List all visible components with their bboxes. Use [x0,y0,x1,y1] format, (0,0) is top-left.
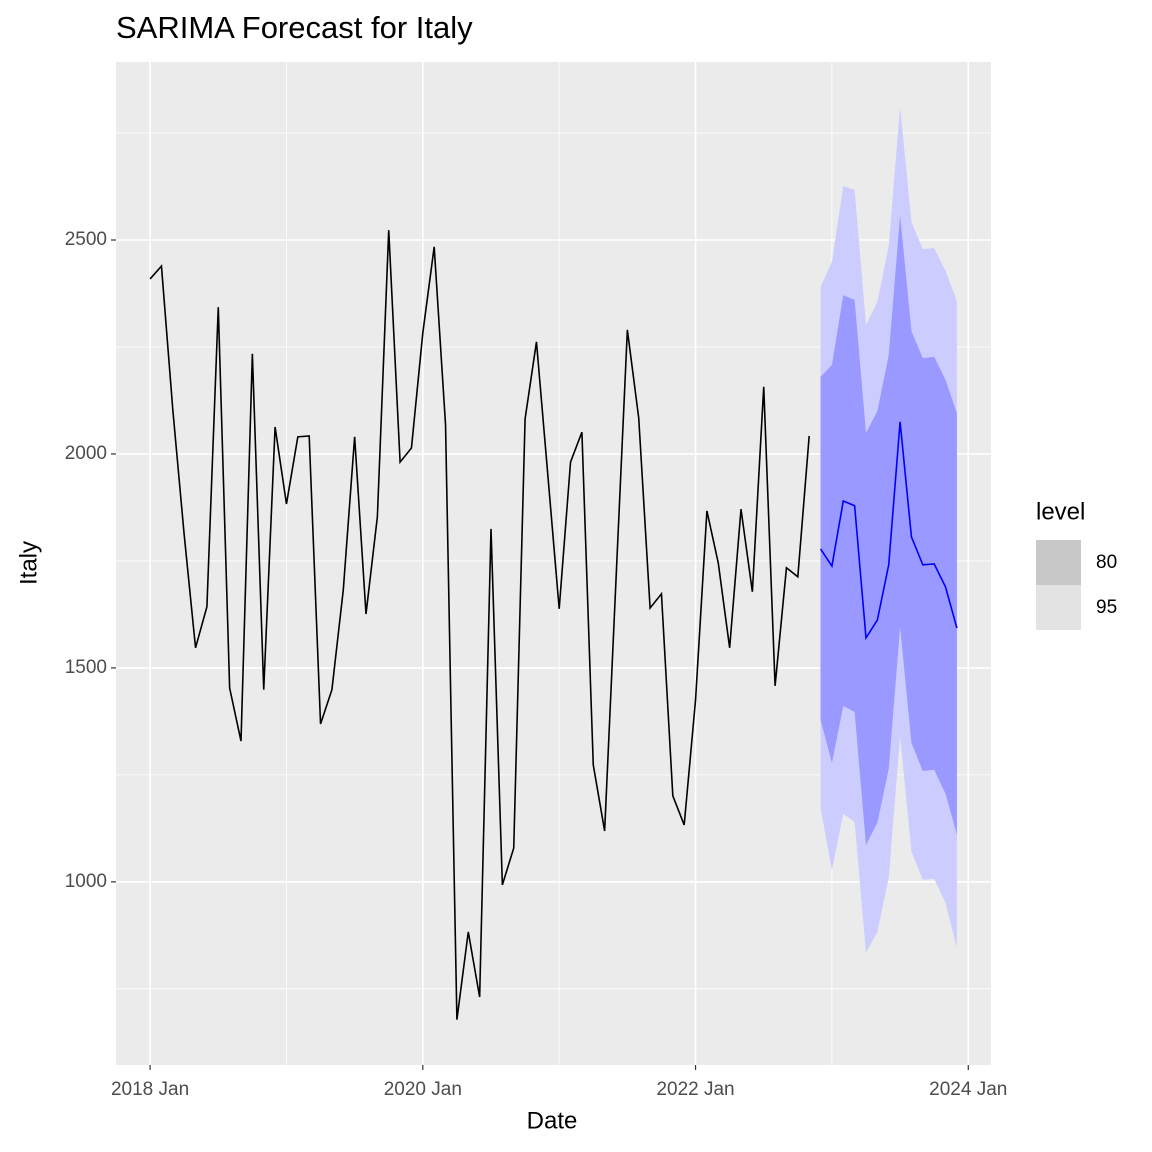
y-tick-label: 2000 [65,443,107,464]
x-tick-label: 2018 Jan [111,1079,189,1100]
x-tick-label: 2020 Jan [384,1079,462,1100]
forecast-line [819,421,958,641]
y-tick-label: 2500 [65,229,107,250]
chart-title: SARIMA Forecast for Italy [116,10,473,45]
legend-key [1036,585,1081,630]
legend-label: 95 [1096,597,1117,618]
x-axis-title: Date [527,1107,578,1134]
x-tick-label: 2022 Jan [656,1079,734,1100]
legend-key [1036,540,1081,585]
history-line [149,230,810,1020]
legend-label: 80 [1096,552,1117,573]
x-tick-label: 2024 Jan [929,1079,1007,1100]
y-tick-label: 1000 [65,871,107,892]
y-axis-title: Italy [15,541,42,585]
forecast-interval [820,215,957,846]
y-tick-label: 1500 [65,657,107,678]
legend-title: level [1036,498,1085,525]
